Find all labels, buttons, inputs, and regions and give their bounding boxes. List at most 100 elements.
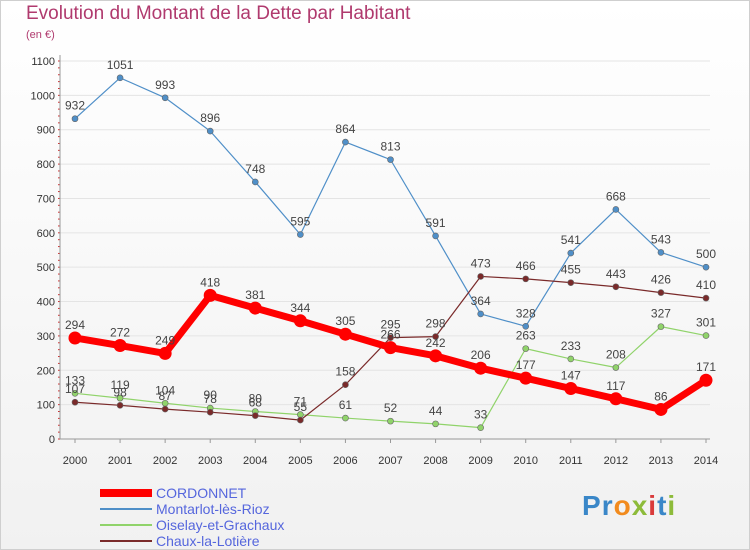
data-point: [474, 361, 488, 375]
data-point: [71, 398, 79, 406]
data-point: [702, 263, 710, 271]
data-point: [522, 275, 530, 283]
data-point: [161, 94, 169, 102]
data-label: 133: [65, 373, 85, 387]
data-point: [338, 327, 352, 341]
data-label: 87: [158, 389, 172, 403]
legend-swatch: [100, 524, 152, 526]
x-tick-label: 2009: [468, 455, 492, 467]
x-tick-label: 2005: [288, 455, 312, 467]
data-point: [113, 339, 127, 353]
data-label: 381: [245, 288, 265, 302]
data-label: 500: [696, 247, 716, 261]
data-point: [206, 127, 214, 135]
data-label: 591: [426, 216, 446, 230]
data-point: [432, 333, 439, 340]
data-label: 327: [651, 307, 671, 321]
x-tick-label: 2006: [333, 455, 357, 467]
data-point: [342, 138, 349, 146]
data-point: [657, 323, 665, 330]
data-point: [297, 231, 304, 238]
data-label: 455: [561, 263, 581, 277]
data-label: 86: [654, 389, 668, 403]
y-tick-label: 1100: [31, 56, 55, 68]
data-point: [248, 301, 262, 315]
data-point: [71, 389, 79, 397]
data-point: [657, 289, 665, 296]
legend-label: Montarlot-lès-Rioz: [156, 501, 270, 517]
y-tick-label: 400: [37, 297, 55, 309]
data-point: [519, 371, 533, 385]
data-label: 418: [200, 275, 220, 289]
data-point: [567, 279, 575, 286]
data-label: 410: [696, 278, 716, 292]
x-tick-label: 2014: [694, 455, 718, 467]
data-point: [116, 74, 124, 82]
data-point: [342, 414, 349, 422]
x-tick-label: 2012: [604, 455, 628, 467]
data-point: [564, 381, 578, 395]
data-label: 295: [380, 318, 400, 332]
legend-label: Oiselay-et-Grachaux: [156, 517, 285, 533]
data-point: [387, 417, 394, 425]
data-point: [567, 249, 575, 257]
legend-label: Chaux-la-Lotière: [156, 533, 260, 549]
y-tick-label: 100: [37, 400, 55, 412]
data-label: 98: [113, 385, 127, 399]
data-label: 55: [294, 400, 308, 414]
x-tick-label: 2001: [108, 455, 132, 467]
y-tick-label: 0: [49, 434, 55, 446]
legend-swatch: [100, 508, 152, 510]
data-label: 813: [380, 140, 400, 154]
data-point: [612, 283, 620, 291]
logo-letter: i: [648, 490, 658, 521]
data-label: 147: [561, 368, 581, 382]
data-label: 242: [426, 336, 446, 350]
data-label: 993: [155, 78, 175, 92]
data-point: [384, 341, 397, 355]
data-label: 33: [474, 408, 488, 422]
y-tick-label: 200: [37, 365, 55, 377]
x-tick-label: 2010: [513, 455, 537, 467]
data-label: 80: [249, 392, 263, 406]
chart-title: Evolution du Montant de la Dette par Hab…: [26, 3, 411, 24]
data-label: 466: [516, 259, 536, 273]
data-label: 78: [204, 392, 218, 406]
data-label: 171: [696, 360, 716, 374]
data-label: 177: [516, 358, 536, 372]
logo-letter: i: [667, 490, 677, 521]
data-label: 305: [335, 314, 355, 328]
data-point: [699, 373, 713, 387]
data-label: 158: [335, 365, 355, 379]
x-tick-label: 2003: [198, 455, 222, 467]
data-point: [612, 206, 620, 213]
x-tick-label: 2002: [153, 455, 177, 467]
data-label: 44: [429, 404, 443, 418]
data-point: [609, 392, 623, 406]
y-tick-label: 500: [37, 262, 55, 274]
data-label: 52: [384, 401, 398, 415]
line-chart: 0 100 200 300 400 500 600 700 800 900 1000 1100 2000…: [31, 55, 718, 467]
data-point: [657, 249, 665, 256]
data-point: [654, 402, 668, 416]
data-label: 71: [294, 395, 308, 409]
data-point: [342, 381, 349, 389]
data-label: 426: [651, 273, 671, 287]
data-label: 119: [111, 378, 130, 392]
data-label: 932: [65, 99, 85, 113]
data-point: [429, 349, 443, 363]
data-point: [567, 355, 575, 363]
data-point: [522, 322, 530, 330]
data-point: [251, 412, 259, 419]
data-point: [158, 346, 172, 360]
data-point: [477, 424, 484, 431]
data-point: [387, 334, 394, 341]
data-label: 263: [516, 329, 536, 343]
x-tick-label: 2011: [559, 455, 583, 467]
data-label: 117: [606, 379, 625, 393]
logo-letter: P: [582, 490, 602, 521]
data-label: 206: [471, 348, 491, 362]
data-label: 328: [516, 306, 536, 320]
y-tick-label: 800: [37, 159, 55, 171]
